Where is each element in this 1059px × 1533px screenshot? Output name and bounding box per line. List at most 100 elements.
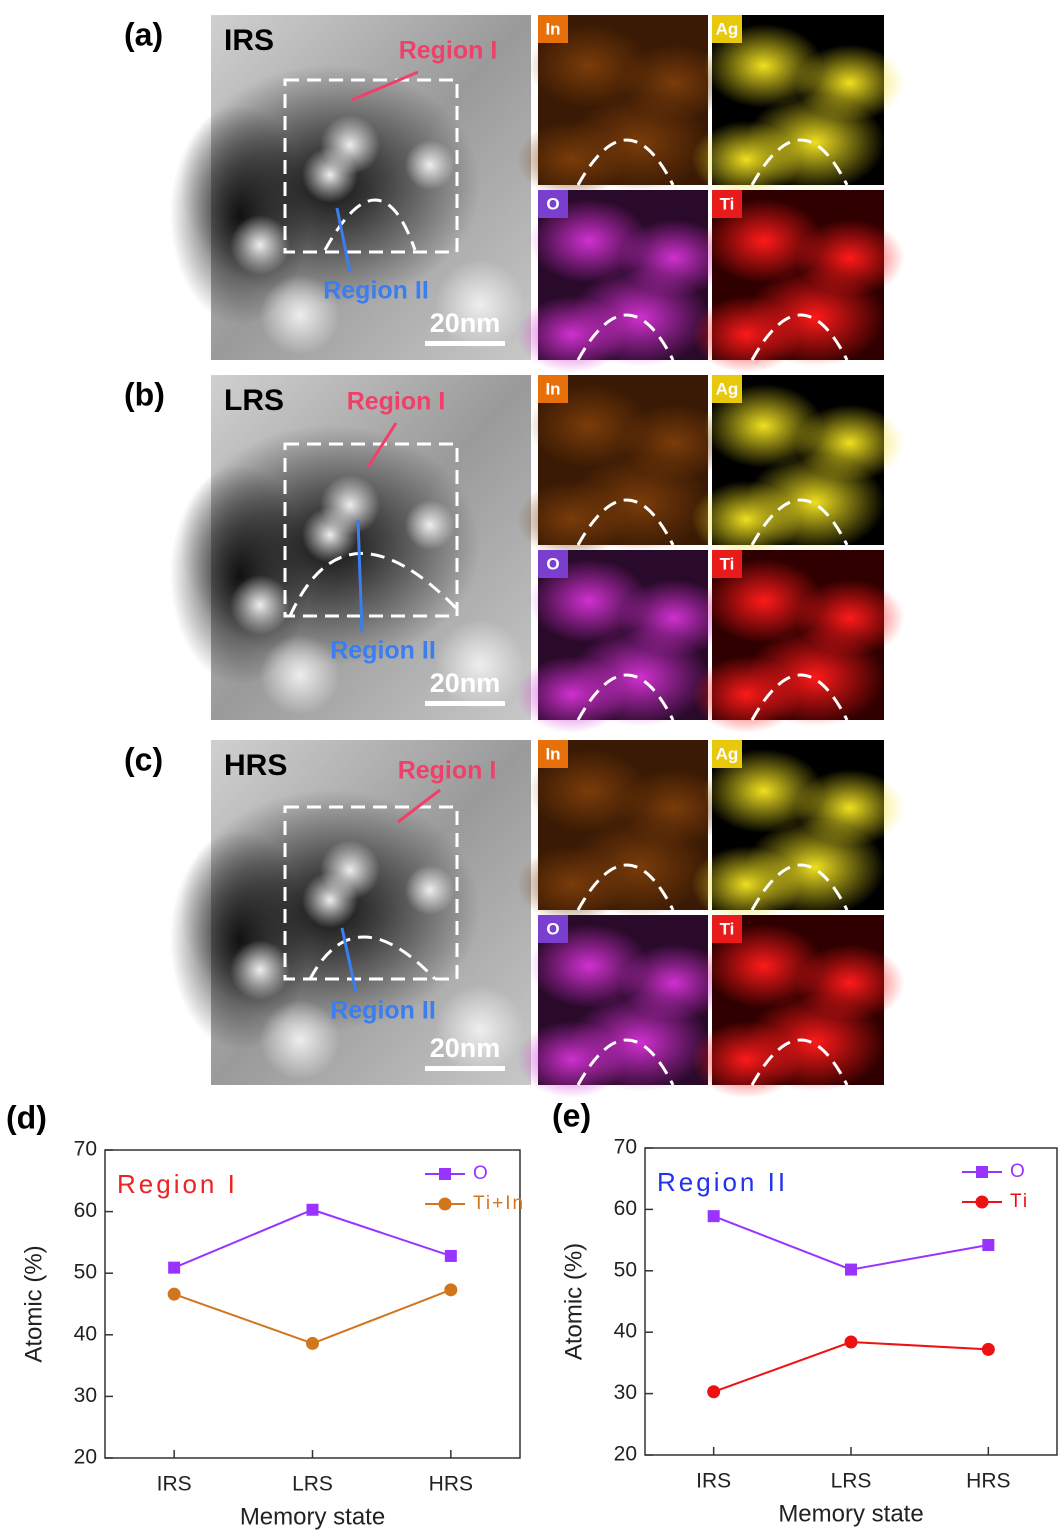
map-label: Ti: [720, 194, 735, 213]
x-axis-label: Memory state: [240, 1503, 385, 1530]
data-point: [168, 1288, 181, 1301]
x-axis-label: Memory state: [778, 1500, 923, 1527]
map-label: Ti: [720, 919, 735, 938]
y-tick-label: 60: [614, 1197, 637, 1220]
legend-marker: [439, 1198, 452, 1211]
data-point: [708, 1210, 720, 1222]
map-signal: [570, 629, 710, 727]
state-label: IRS: [224, 24, 274, 57]
panel-label: (b): [124, 376, 165, 412]
scale-label: 20nm: [430, 1033, 501, 1063]
data-line: [714, 1342, 989, 1392]
y-tick-label: 60: [74, 1199, 97, 1222]
scale-bar: [425, 701, 505, 706]
region-1-label: Region I: [399, 37, 498, 65]
map-signal: [570, 269, 710, 367]
chart-title: (d): [6, 1099, 47, 1135]
region-2-label: Region II: [330, 997, 436, 1025]
data-point: [168, 1262, 180, 1274]
scale-bar: [425, 341, 505, 346]
map-signal: [745, 454, 885, 552]
data-point: [306, 1337, 319, 1350]
element-map: Ti: [691, 190, 904, 373]
panel-label: (c): [124, 741, 163, 777]
element-map: Ag: [691, 740, 904, 923]
data-point: [845, 1336, 858, 1349]
data-point: [444, 1283, 457, 1296]
map-label: Ag: [716, 379, 739, 398]
element-map: Ag: [691, 15, 904, 198]
legend-label: O: [1010, 1161, 1027, 1182]
x-tick-label: IRS: [157, 1473, 192, 1496]
data-point: [845, 1264, 857, 1276]
legend-label: Ti: [1010, 1191, 1029, 1212]
map-label: Ag: [716, 744, 739, 763]
y-tick-label: 30: [74, 1384, 97, 1407]
data-line: [174, 1210, 451, 1268]
x-tick-label: LRS: [292, 1473, 333, 1496]
particle: [230, 940, 290, 1000]
data-line: [174, 1290, 451, 1344]
annotation: Region I: [117, 1169, 238, 1199]
y-tick-label: 50: [74, 1261, 97, 1284]
y-axis-label: Atomic (%): [20, 1245, 47, 1362]
element-map: Ag: [691, 375, 904, 558]
region-2-label: Region II: [330, 637, 436, 665]
scale-label: 20nm: [430, 668, 501, 698]
x-tick-label: HRS: [966, 1470, 1010, 1493]
map-signal: [570, 94, 710, 192]
particle: [260, 635, 340, 715]
element-map: Ti: [691, 550, 904, 733]
particle: [405, 865, 455, 915]
x-tick-label: IRS: [696, 1470, 731, 1493]
particle: [405, 500, 455, 550]
region-1-label: Region I: [347, 388, 446, 416]
x-tick-label: LRS: [831, 1470, 872, 1493]
scale-bar: [425, 1066, 505, 1071]
x-tick-label: HRS: [429, 1473, 473, 1496]
legend-marker: [439, 1168, 451, 1180]
data-point: [982, 1343, 995, 1356]
legend-marker: [976, 1166, 988, 1178]
particle: [405, 140, 455, 190]
particle: [230, 215, 290, 275]
chart-title: (e): [552, 1097, 591, 1133]
map-label: O: [546, 554, 559, 573]
map-label: Ag: [716, 19, 739, 38]
y-tick-label: 20: [74, 1446, 97, 1469]
map-label: In: [545, 744, 560, 763]
map-signal: [745, 269, 885, 367]
data-point: [982, 1239, 994, 1251]
region-2-label: Region II: [323, 277, 429, 305]
map-signal: [745, 994, 885, 1092]
map-signal: [745, 819, 885, 917]
figure: (a)IRSRegion IRegion II20nmInAgOTi(b)LRS…: [0, 0, 1059, 1533]
data-line: [714, 1216, 989, 1269]
data-point: [307, 1204, 319, 1216]
y-axis-label: Atomic (%): [560, 1243, 587, 1360]
particle: [302, 147, 358, 203]
state-label: LRS: [224, 384, 284, 417]
map-label: O: [546, 194, 559, 213]
y-tick-label: 30: [614, 1381, 637, 1404]
particle: [260, 1000, 340, 1080]
scale-label: 20nm: [430, 308, 501, 338]
map-label: In: [545, 379, 560, 398]
region-1-label: Region I: [398, 757, 497, 785]
map-signal: [745, 629, 885, 727]
map-label: O: [546, 919, 559, 938]
map-signal: [745, 94, 885, 192]
y-tick-label: 70: [74, 1138, 97, 1161]
y-tick-label: 40: [614, 1320, 637, 1343]
element-map: Ti: [691, 915, 904, 1098]
panel-label: (a): [124, 16, 163, 52]
legend-marker: [976, 1196, 989, 1209]
map-signal: [570, 819, 710, 917]
y-tick-label: 50: [614, 1258, 637, 1281]
map-label: Ti: [720, 554, 735, 573]
y-tick-label: 20: [614, 1443, 637, 1466]
y-tick-label: 70: [614, 1136, 637, 1159]
map-signal: [570, 994, 710, 1092]
data-point: [707, 1385, 720, 1398]
particle: [302, 872, 358, 928]
